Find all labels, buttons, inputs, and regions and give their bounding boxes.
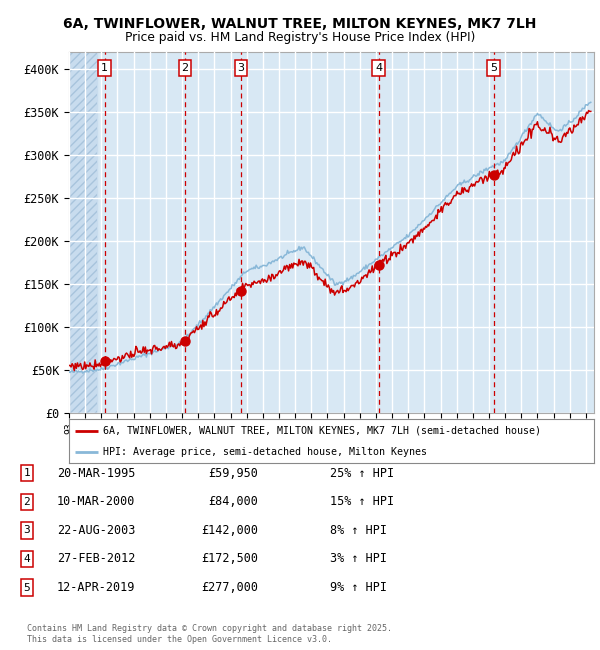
Text: 3: 3 [23,525,31,536]
Bar [69,52,97,413]
Text: £172,500: £172,500 [201,552,258,566]
Text: 3: 3 [238,63,244,73]
Text: 25% ↑ HPI: 25% ↑ HPI [330,467,394,480]
Bar [69,52,97,413]
Text: 5: 5 [23,582,31,593]
Text: 4: 4 [375,63,382,73]
Text: 3% ↑ HPI: 3% ↑ HPI [330,552,387,566]
Text: £142,000: £142,000 [201,524,258,537]
Text: 20-MAR-1995: 20-MAR-1995 [57,467,136,480]
Text: 27-FEB-2012: 27-FEB-2012 [57,552,136,566]
Text: £84,000: £84,000 [208,495,258,508]
Text: 2: 2 [182,63,189,73]
Text: 1: 1 [23,468,31,478]
Text: Contains HM Land Registry data © Crown copyright and database right 2025.
This d: Contains HM Land Registry data © Crown c… [27,624,392,644]
Text: 1: 1 [101,63,108,73]
Text: 4: 4 [23,554,31,564]
Text: 5: 5 [490,63,497,73]
Text: 9% ↑ HPI: 9% ↑ HPI [330,581,387,594]
Text: 6A, TWINFLOWER, WALNUT TREE, MILTON KEYNES, MK7 7LH: 6A, TWINFLOWER, WALNUT TREE, MILTON KEYN… [64,17,536,31]
Text: HPI: Average price, semi-detached house, Milton Keynes: HPI: Average price, semi-detached house,… [103,447,427,457]
Text: 2: 2 [23,497,31,507]
Text: £59,950: £59,950 [208,467,258,480]
Text: 6A, TWINFLOWER, WALNUT TREE, MILTON KEYNES, MK7 7LH (semi-detached house): 6A, TWINFLOWER, WALNUT TREE, MILTON KEYN… [103,426,541,436]
Text: 12-APR-2019: 12-APR-2019 [57,581,136,594]
Text: Price paid vs. HM Land Registry's House Price Index (HPI): Price paid vs. HM Land Registry's House … [125,31,475,44]
Text: 15% ↑ HPI: 15% ↑ HPI [330,495,394,508]
Text: 10-MAR-2000: 10-MAR-2000 [57,495,136,508]
Text: 22-AUG-2003: 22-AUG-2003 [57,524,136,537]
Text: £277,000: £277,000 [201,581,258,594]
Text: 8% ↑ HPI: 8% ↑ HPI [330,524,387,537]
